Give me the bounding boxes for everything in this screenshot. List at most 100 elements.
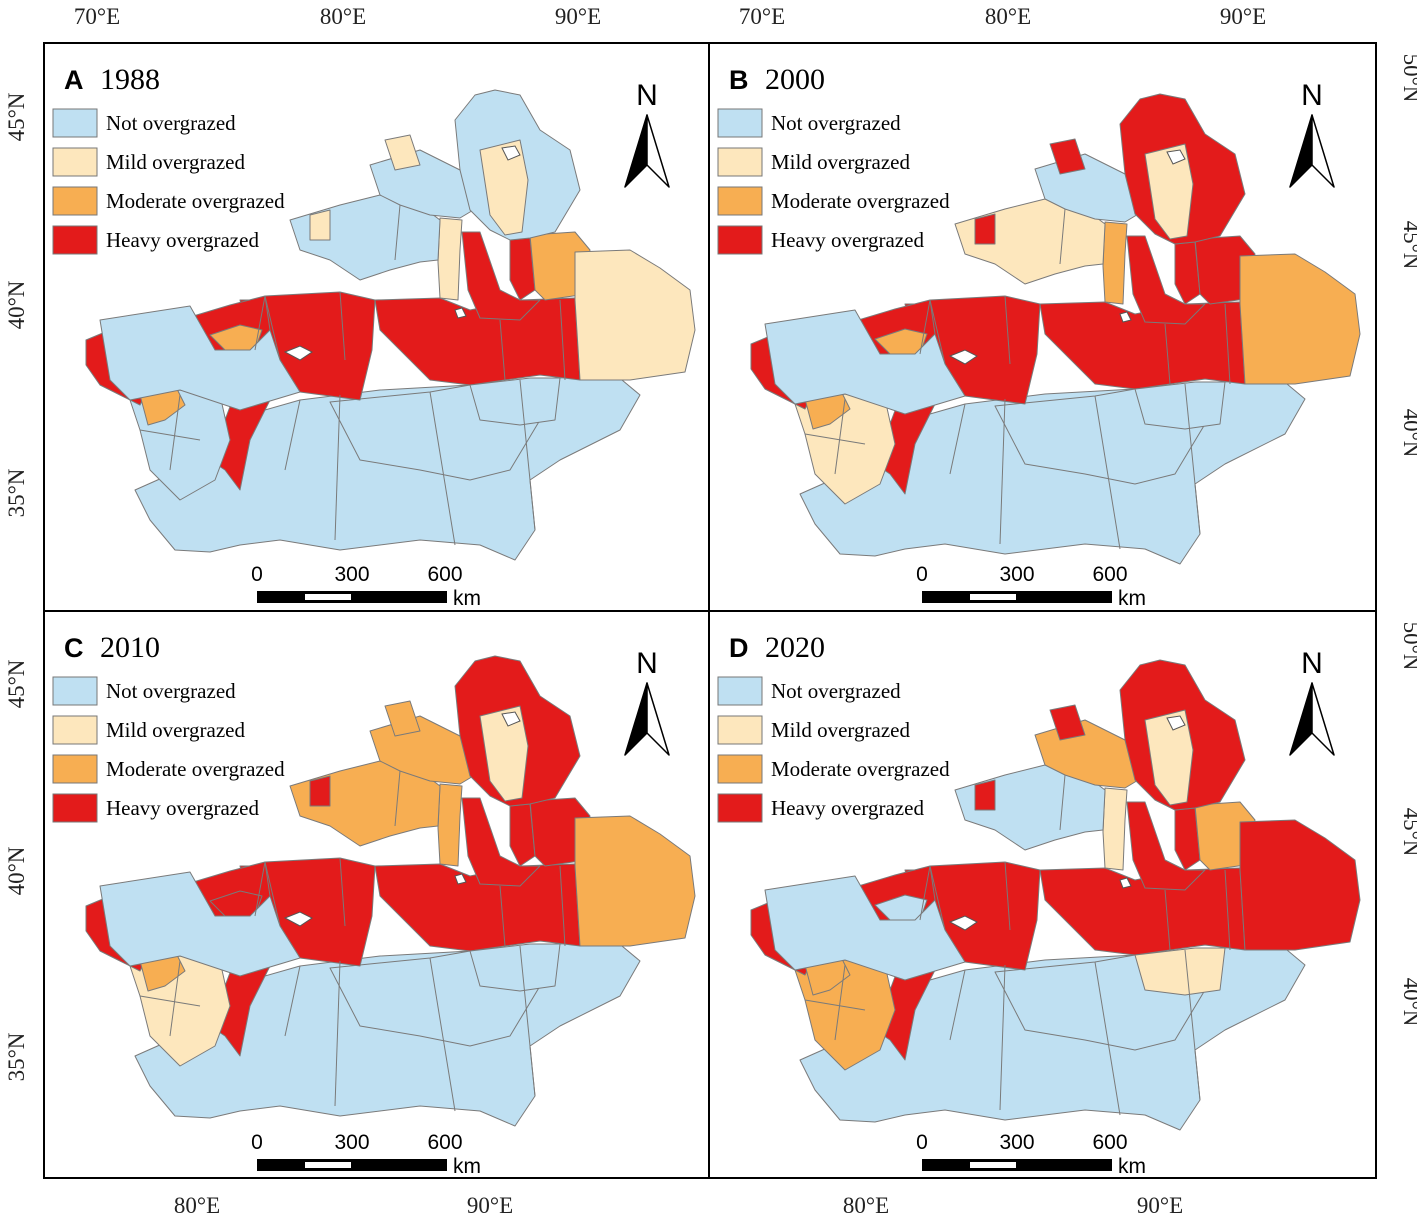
lon-label: 90°E: [555, 4, 601, 29]
county-boundary: [1004, 295, 1011, 365]
lake: [283, 911, 313, 927]
county-boundary: [284, 399, 301, 471]
region-tacheng-se: [1049, 704, 1086, 741]
county-boundary: [999, 964, 1006, 1111]
legend-swatch-moderate: [717, 186, 763, 216]
region-bayingol-s: [469, 377, 561, 426]
region-hami: [1239, 819, 1361, 951]
region-altay-west: [1144, 709, 1194, 806]
lake: [454, 307, 467, 319]
region-changji-west: [437, 217, 463, 301]
scale-tick-label: 600: [427, 1131, 462, 1154]
legend-label-moderate: Moderate overgrazed: [106, 757, 285, 781]
region-altay-west: [1144, 143, 1194, 240]
region-urumqi-turpan: [1126, 235, 1206, 325]
region-tacheng-se: [384, 134, 421, 171]
lake: [283, 345, 313, 361]
north-arrow-icon: N: [1289, 647, 1335, 756]
county-boundary: [949, 403, 966, 475]
region-tacheng-se: [1049, 138, 1086, 175]
map-panel-a: A 1988 Not overgrazed Mild overgrazed Modera…: [52, 63, 696, 610]
county-boundary: [499, 885, 506, 947]
region-altay-west: [479, 139, 529, 236]
scale-tick-label: 0: [916, 1131, 928, 1154]
lon-label: 70°E: [74, 4, 120, 29]
legend-swatch-moderate: [52, 186, 98, 216]
county-boundary: [1094, 395, 1121, 550]
county-boundary: [284, 965, 301, 1037]
region-south-fill: [764, 875, 966, 981]
legend-label-moderate: Moderate overgrazed: [771, 757, 950, 781]
lon-label: 80°E: [174, 1193, 220, 1218]
north-label: N: [1301, 647, 1323, 680]
county-boundary: [559, 865, 566, 947]
legend-swatch-not: [52, 108, 98, 138]
scale-tick-label: 0: [251, 563, 263, 586]
region-hami: [574, 815, 696, 947]
legend-label-not: Not overgrazed: [771, 111, 901, 135]
region-bayingol-s: [1134, 947, 1226, 996]
region-urumqi-turpan: [1126, 801, 1206, 891]
lat-label: 35°N: [4, 468, 29, 517]
county-boundary: [1184, 383, 1201, 535]
region-bayingol-s: [1134, 381, 1226, 430]
region-south-fill: [99, 871, 301, 977]
scale-tick-label: 600: [1092, 1131, 1127, 1154]
map-panels: A 1988 Not overgrazed Mild overgrazed Modera…: [52, 63, 1361, 1178]
legend-label-heavy: Heavy overgrazed: [106, 228, 259, 252]
region-changji-west: [437, 783, 463, 867]
north-label: N: [636, 647, 658, 680]
lat-label: 40°N: [4, 280, 29, 329]
region-bayingol-s: [469, 943, 561, 992]
lon-label: 90°E: [1137, 1193, 1183, 1218]
region-south-fill: [99, 305, 301, 411]
scale-tick-label: 600: [1092, 563, 1127, 586]
legend-label-mild: Mild overgrazed: [771, 718, 910, 742]
lat-label: 40°N: [4, 846, 29, 895]
legend-swatch-mild: [52, 715, 98, 745]
map-panel-b: B 2000 Not overgrazed Mild overgrazed Modera…: [717, 63, 1361, 610]
county-boundary: [429, 391, 456, 546]
scale-tick-label: 0: [251, 1131, 263, 1154]
lat-label: 50°N: [1399, 622, 1417, 671]
coordinate-labels: 70°E 80°E 90°E 70°E 80°E 90°E 80°E 90°E 80°E 90°E…: [4, 4, 1417, 1218]
county-boundary: [1224, 303, 1231, 385]
scale-tick-label: 300: [334, 1131, 369, 1154]
lon-label: 90°E: [467, 1193, 513, 1218]
legend: Not overgrazed Mild overgrazed Moderate ov…: [717, 676, 950, 823]
legend: Not overgrazed Mild overgrazed Moderate ov…: [52, 108, 285, 255]
legend-swatch-mild: [717, 715, 763, 745]
county-boundary: [429, 957, 456, 1112]
map-panel-d: D 2020 Not overgrazed Mild overgrazed Modera…: [717, 631, 1361, 1178]
north-arrow-icon: N: [624, 79, 670, 188]
county-boundary: [1184, 949, 1201, 1101]
panel-letter: B: [729, 65, 749, 95]
legend-label-mild: Mild overgrazed: [771, 150, 910, 174]
county-boundary: [394, 770, 401, 827]
county-boundary: [339, 857, 346, 927]
region-altay-west: [479, 705, 529, 802]
lake: [1119, 877, 1132, 889]
legend-swatch-mild: [717, 147, 763, 177]
xinjiang-map: [750, 659, 1361, 1131]
panel-year: 2010: [100, 631, 160, 664]
county-boundary: [139, 429, 201, 441]
legend-label-not: Not overgrazed: [771, 679, 901, 703]
region-hami: [574, 249, 696, 381]
panel-letter: A: [64, 65, 84, 95]
county-boundary: [834, 398, 846, 475]
scale-unit: km: [453, 1155, 481, 1178]
lat-label: 40°N: [1399, 409, 1417, 458]
map-panel-c: C 2010 Not overgrazed Mild overgrazed Modera…: [52, 631, 696, 1178]
lon-label: 80°E: [320, 4, 366, 29]
legend-swatch-moderate: [717, 754, 763, 784]
north-label: N: [1301, 79, 1323, 112]
region-changji-west: [1102, 221, 1128, 305]
scale-tick-label: 300: [999, 563, 1034, 586]
xinjiang-map: [85, 655, 696, 1127]
legend-swatch-mild: [52, 147, 98, 177]
region-bortala: [974, 779, 996, 811]
